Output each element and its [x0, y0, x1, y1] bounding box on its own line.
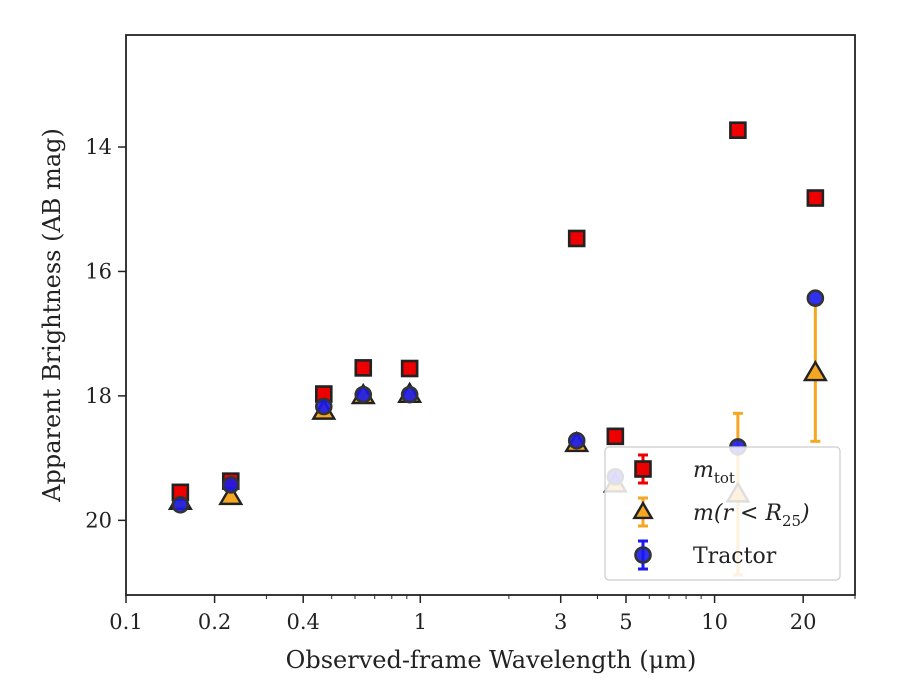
- data-point-circle: [171, 495, 190, 514]
- x-tick-label: 0.2: [198, 610, 231, 634]
- data-point-square: [400, 359, 419, 378]
- legend: mtot m(r < R25) Tractor: [604, 446, 841, 581]
- data-point-square: [606, 427, 625, 446]
- legend-label: Tractor: [693, 544, 777, 569]
- legend-label: mtot: [693, 458, 735, 487]
- data-point-circle: [806, 289, 825, 308]
- x-tick-label: 0.1: [109, 610, 142, 634]
- plot-frame: [125, 34, 856, 596]
- axes: 0.1 0.2 0.4 1 3 5 10 20 14 16 18 20: [85, 34, 856, 634]
- series-square: [171, 121, 825, 502]
- legend-marker-triangle: [632, 500, 654, 520]
- data-point-circle: [314, 397, 333, 416]
- y-tick-label: 20: [85, 508, 112, 532]
- data-point-square: [354, 359, 373, 377]
- data-point-triangle: [218, 483, 244, 506]
- x-tick-label: 10: [701, 610, 728, 634]
- data-point-square: [567, 229, 586, 248]
- data-point-triangle: [802, 359, 828, 382]
- legend-box: [604, 446, 841, 581]
- legend-label: m(r < R25): [693, 501, 810, 530]
- y-tick-label: 14: [85, 135, 112, 159]
- x-tick-label: 1: [414, 610, 427, 634]
- x-tick-label: 0.4: [286, 610, 319, 634]
- legend-marker-square: [634, 460, 652, 478]
- legend-marker-circle: [634, 546, 652, 564]
- y-tick-label: 16: [85, 259, 112, 283]
- x-tick-label: 5: [619, 610, 632, 634]
- data-point-circle: [221, 476, 240, 494]
- data-point-circle: [354, 385, 373, 404]
- x-tick-label: 3: [554, 610, 567, 634]
- data-point-square: [729, 121, 747, 139]
- data-point-circle: [400, 385, 419, 404]
- x-tick-label: 20: [790, 610, 817, 634]
- data-point-circle: [567, 431, 586, 450]
- x-axis-label: Observed-frame Wavelength (μm): [286, 646, 697, 674]
- data-point-square: [806, 189, 825, 207]
- y-tick-label: 18: [85, 384, 112, 408]
- y-axis-label: Apparent Brightness (AB mag): [38, 128, 66, 503]
